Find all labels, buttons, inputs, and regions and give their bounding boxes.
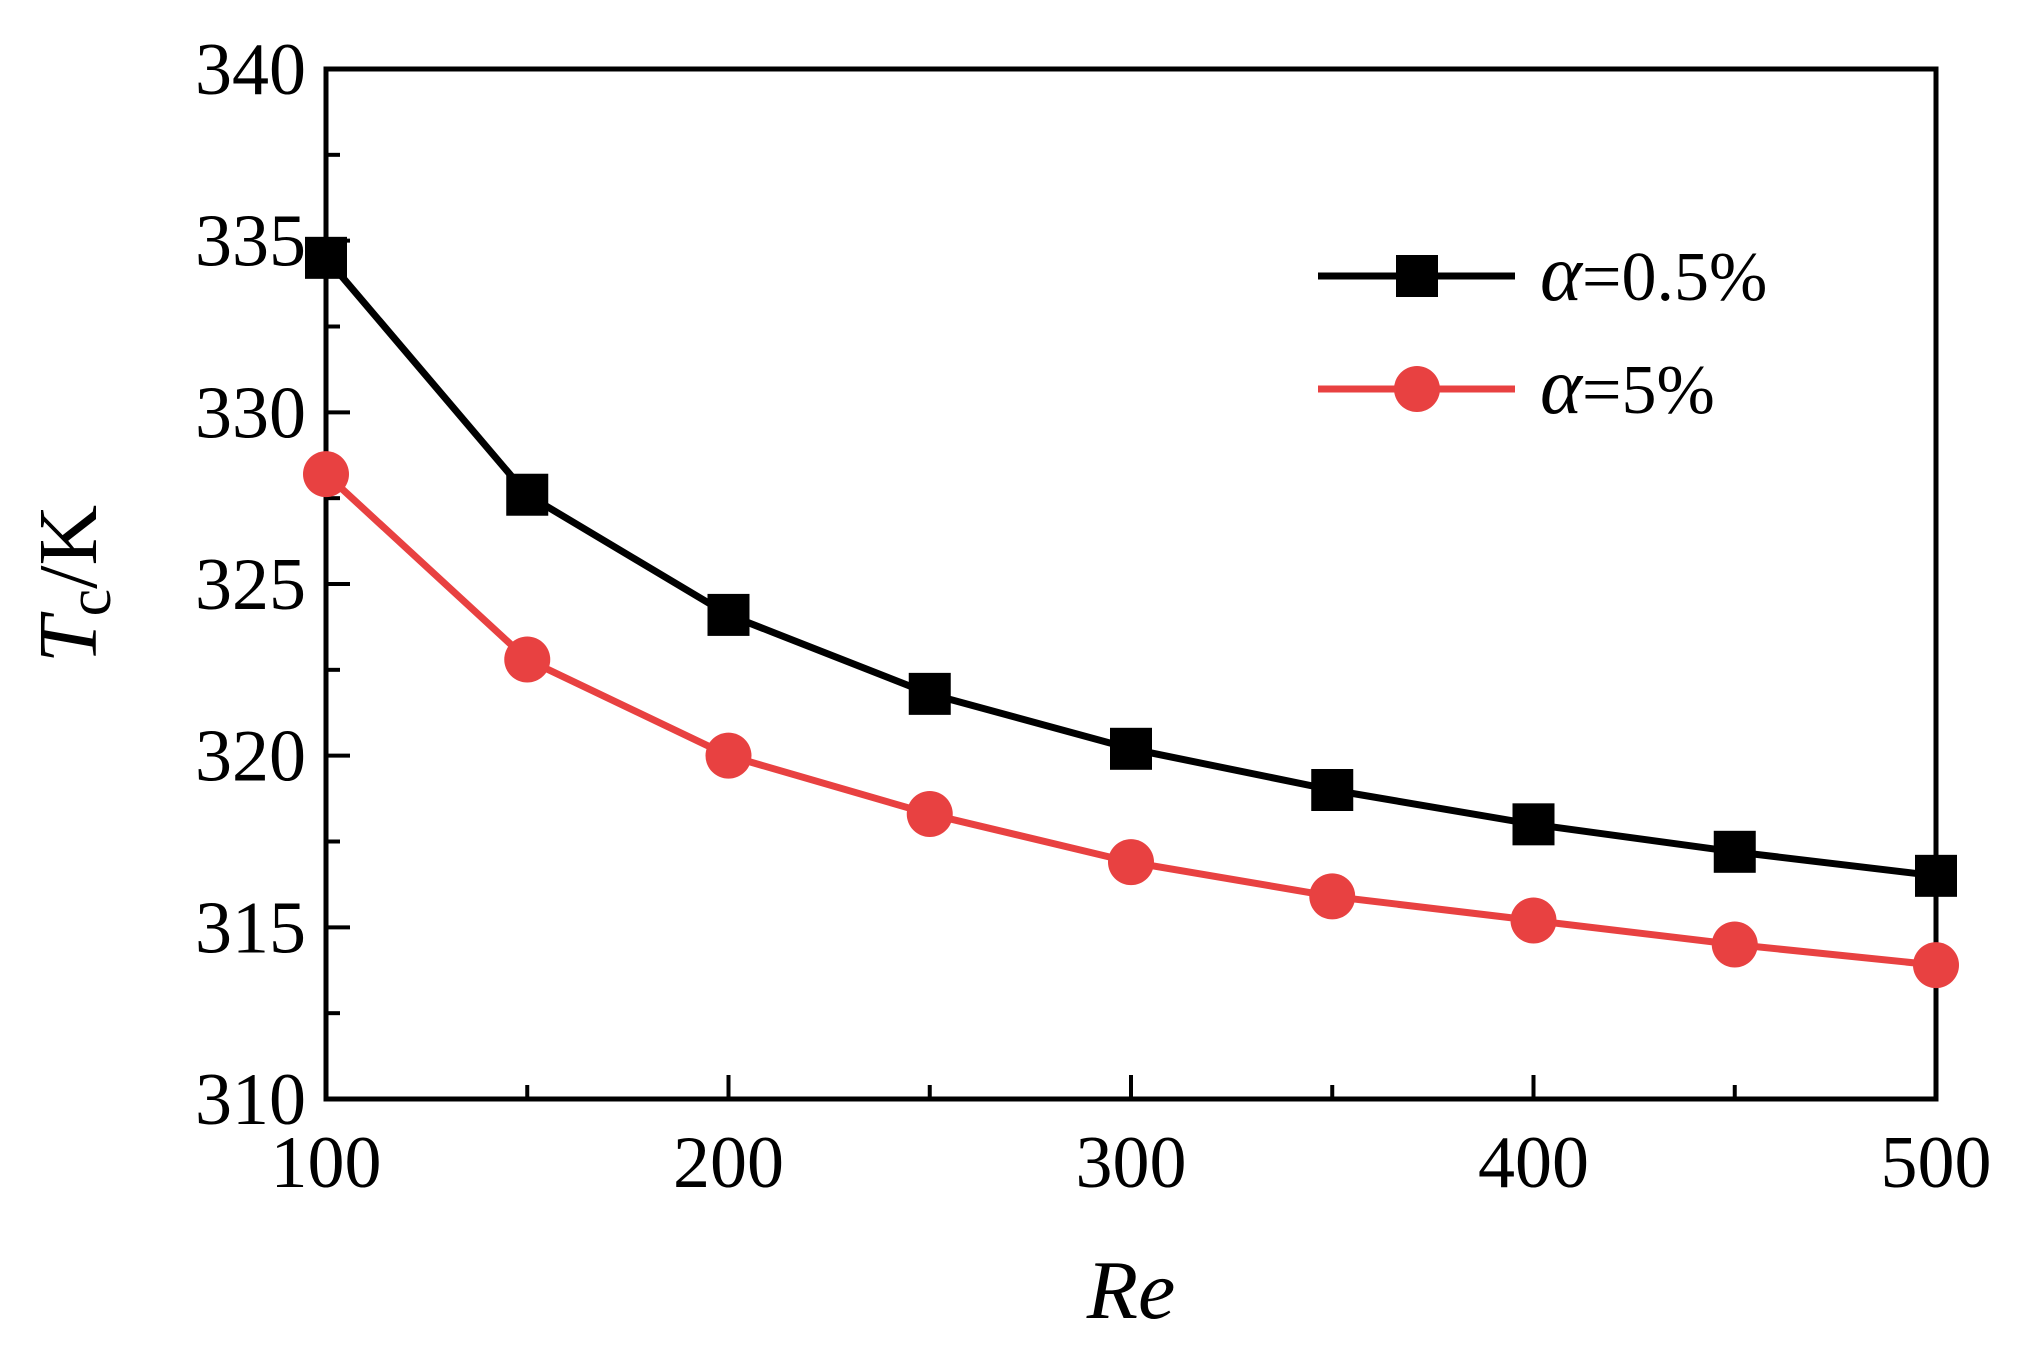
legend-label-0: α=0.5%	[1540, 230, 1767, 318]
legend-label-1-value: =5%	[1582, 352, 1715, 429]
axis-ticks	[324, 67, 1938, 1101]
legend-label-0-symbol: α	[1540, 230, 1584, 318]
data-point	[705, 732, 752, 779]
series-0	[305, 236, 1957, 897]
y-axis-title-main: T	[22, 611, 115, 663]
data-point	[1512, 803, 1555, 846]
x-tick-label: 200	[673, 1122, 784, 1204]
data-point	[1110, 727, 1152, 770]
legend: α=0.5% α=5%	[1318, 230, 1767, 431]
series-1	[303, 451, 1959, 989]
plot-frame	[323, 66, 1939, 1102]
data-point	[305, 236, 347, 279]
x-tick-label: 100	[271, 1122, 382, 1204]
data-point	[1713, 830, 1756, 873]
data-point	[506, 473, 549, 516]
data-point	[906, 791, 953, 838]
series-layer	[303, 236, 1959, 989]
data-point	[303, 451, 349, 498]
data-point	[1915, 854, 1957, 897]
data-point	[1309, 873, 1356, 920]
y-tick-labels: 310 315 320 325 330 335 340	[195, 29, 306, 1141]
data-point	[908, 672, 951, 715]
y-tick-label: 330	[195, 372, 306, 454]
data-point	[707, 593, 750, 636]
legend-label-0-value: =0.5%	[1582, 239, 1767, 316]
legend-marker-1	[1394, 366, 1440, 412]
legend-entry-1: α=5%	[1318, 343, 1715, 431]
y-tick-label: 325	[195, 544, 306, 626]
y-tick-label: 340	[195, 29, 306, 111]
legend-label-1-symbol: α	[1540, 343, 1584, 431]
data-point	[504, 636, 551, 683]
data-point	[1311, 769, 1354, 811]
data-point	[1711, 921, 1758, 968]
x-tick-label: 400	[1478, 1122, 1589, 1204]
y-tick-label: 320	[195, 716, 306, 798]
x-tick-labels: 100 200 300 400 500	[271, 1122, 1992, 1204]
data-point	[1913, 942, 1959, 989]
x-tick-label: 300	[1076, 1122, 1187, 1204]
y-axis-title: Tc/K	[22, 505, 124, 663]
data-point	[1510, 897, 1557, 944]
y-axis-title-unit: /K	[22, 505, 115, 589]
series-line-0	[323, 255, 1937, 880]
y-tick-label: 315	[195, 887, 306, 969]
series-line-1	[323, 471, 1937, 969]
legend-entry-0: α=0.5%	[1318, 230, 1767, 318]
y-axis-title-sub: c	[56, 589, 124, 617]
y-tick-label: 310	[195, 1059, 306, 1141]
x-tick-label: 500	[1881, 1122, 1992, 1204]
x-axis-title: Re	[1086, 1244, 1176, 1337]
data-point	[1108, 839, 1154, 886]
legend-marker-0	[1396, 255, 1438, 297]
y-tick-label: 335	[195, 201, 306, 283]
legend-label-1: α=5%	[1540, 343, 1715, 431]
